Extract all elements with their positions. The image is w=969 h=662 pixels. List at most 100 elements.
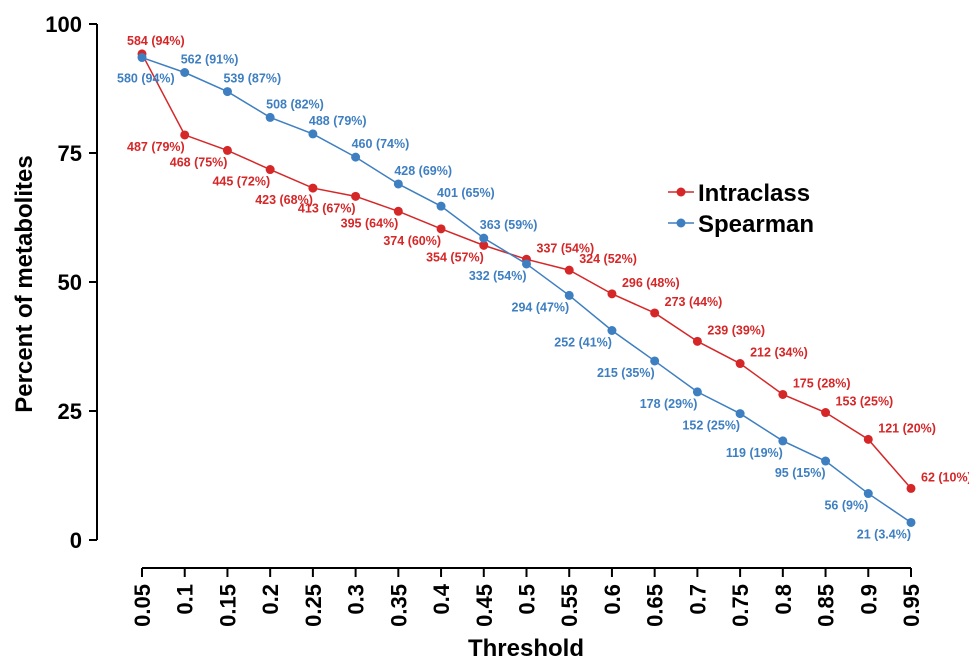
data-point bbox=[692, 336, 702, 346]
y-axis-title: Percent of metabolites bbox=[11, 155, 38, 412]
data-point bbox=[821, 456, 831, 466]
x-tick-label: 0.85 bbox=[814, 584, 839, 627]
x-tick-label: 0.6 bbox=[600, 584, 625, 615]
data-point bbox=[222, 145, 232, 155]
y-tick-label: 50 bbox=[58, 270, 82, 295]
data-point bbox=[735, 359, 745, 369]
data-label: 178 (29%) bbox=[640, 397, 698, 411]
data-label: 152 (25%) bbox=[682, 419, 740, 433]
data-point bbox=[607, 289, 617, 299]
data-label: 487 (79%) bbox=[127, 140, 185, 154]
data-point bbox=[522, 259, 531, 269]
data-point bbox=[265, 112, 275, 122]
data-label: 296 (48%) bbox=[622, 276, 680, 290]
data-point bbox=[650, 356, 660, 366]
data-point bbox=[650, 308, 660, 318]
data-point bbox=[222, 87, 232, 97]
data-label: 175 (28%) bbox=[793, 376, 851, 390]
data-label: 401 (65%) bbox=[437, 186, 495, 200]
x-tick-label: 0.45 bbox=[472, 584, 497, 627]
data-label: 468 (75%) bbox=[170, 155, 228, 169]
data-label: 508 (82%) bbox=[266, 97, 324, 111]
data-point bbox=[436, 201, 446, 211]
legend-marker bbox=[676, 218, 686, 228]
x-tick-label: 0.15 bbox=[215, 584, 240, 627]
data-label: 445 (72%) bbox=[212, 175, 270, 189]
data-point bbox=[479, 233, 489, 243]
series-intraclass bbox=[137, 49, 916, 493]
data-point bbox=[393, 206, 403, 216]
x-tick-label: 0.05 bbox=[130, 584, 155, 627]
x-tick-label: 0.65 bbox=[643, 584, 668, 627]
series-line bbox=[141, 56, 912, 524]
y-ticks: 0 25 50 75 100 bbox=[45, 12, 97, 553]
data-label: 119 (19%) bbox=[726, 446, 783, 460]
data-label: 488 (79%) bbox=[309, 114, 367, 128]
x-ticks: 0.05 0.1 0.15 0.2 0.25 0.3 0.35 0.4 0.45 0.5 0.55 0… bbox=[130, 568, 924, 627]
data-label: 460 (74%) bbox=[352, 137, 410, 151]
legend: Intraclass Spearman bbox=[668, 180, 814, 238]
data-label: 294 (47%) bbox=[512, 300, 570, 314]
data-label: 273 (44%) bbox=[665, 295, 723, 309]
data-point bbox=[564, 290, 574, 300]
data-label: 252 (41%) bbox=[554, 336, 612, 350]
data-labels-intraclass: 584 (94%) 487 (79%)468 (75%) 445 (72%) 423 … bbox=[127, 34, 969, 484]
data-point bbox=[265, 165, 275, 175]
data-point bbox=[351, 152, 361, 162]
x-tick-label: 0.3 bbox=[344, 584, 369, 615]
x-tick-label: 0.35 bbox=[386, 584, 411, 627]
x-tick-label: 0.9 bbox=[856, 584, 881, 615]
data-label: 363 (59%) bbox=[480, 218, 538, 232]
data-label: 153 (25%) bbox=[836, 395, 894, 409]
data-label: 62 (10%) bbox=[921, 470, 969, 484]
series-layer: 584 (94%) 487 (79%)468 (75%) 445 (72%) 423 … bbox=[117, 34, 969, 542]
data-label: 332 (54%) bbox=[469, 269, 527, 283]
data-label: 324 (52%) bbox=[579, 252, 637, 266]
series-spearman bbox=[137, 53, 916, 527]
data-point bbox=[906, 483, 916, 493]
series-line bbox=[141, 53, 912, 489]
data-point bbox=[564, 265, 574, 275]
data-label: 423 (68%) bbox=[255, 193, 313, 207]
x-tick-label: 0.75 bbox=[728, 584, 753, 627]
y-tick-label: 25 bbox=[58, 399, 82, 424]
x-axis-title: Threshold bbox=[468, 635, 584, 662]
x-tick-label: 0.4 bbox=[429, 583, 454, 614]
data-point bbox=[607, 326, 617, 336]
x-tick-label: 0.7 bbox=[685, 584, 710, 615]
data-point bbox=[821, 408, 831, 418]
x-tick-label: 0.95 bbox=[899, 584, 924, 627]
data-point bbox=[863, 434, 873, 444]
data-label: 215 (35%) bbox=[597, 366, 655, 380]
y-tick-label: 100 bbox=[45, 12, 82, 37]
data-point bbox=[137, 53, 147, 63]
data-label: 413 (67%) bbox=[298, 201, 356, 215]
data-point bbox=[692, 387, 702, 397]
data-point bbox=[479, 240, 489, 250]
x-tick-label: 0.2 bbox=[258, 584, 283, 615]
data-label: 395 (64%) bbox=[341, 216, 399, 230]
data-labels-spearman: 580 (94%) 562 (91%) 539 (87%) 508 (82%) 488 … bbox=[117, 53, 911, 542]
data-point bbox=[863, 489, 873, 499]
data-point bbox=[308, 183, 318, 193]
data-label: 539 (87%) bbox=[223, 72, 281, 86]
x-tick-label: 0.55 bbox=[557, 584, 582, 627]
data-point bbox=[778, 436, 788, 446]
data-label: 212 (34%) bbox=[750, 346, 808, 360]
data-point bbox=[735, 409, 745, 419]
y-tick-label: 75 bbox=[58, 141, 82, 166]
data-label: 580 (94%) bbox=[117, 72, 175, 86]
axes bbox=[96, 24, 911, 569]
data-point bbox=[308, 129, 318, 139]
data-point bbox=[180, 130, 190, 140]
x-tick-label: 0.5 bbox=[515, 584, 540, 615]
data-label: 121 (20%) bbox=[878, 421, 936, 435]
data-label: 428 (69%) bbox=[394, 164, 452, 178]
x-tick-label: 0.25 bbox=[301, 584, 326, 627]
data-label: 95 (15%) bbox=[775, 466, 826, 480]
data-point bbox=[778, 389, 788, 399]
data-label: 374 (60%) bbox=[383, 234, 441, 248]
data-point bbox=[436, 224, 446, 234]
data-point bbox=[393, 179, 403, 189]
